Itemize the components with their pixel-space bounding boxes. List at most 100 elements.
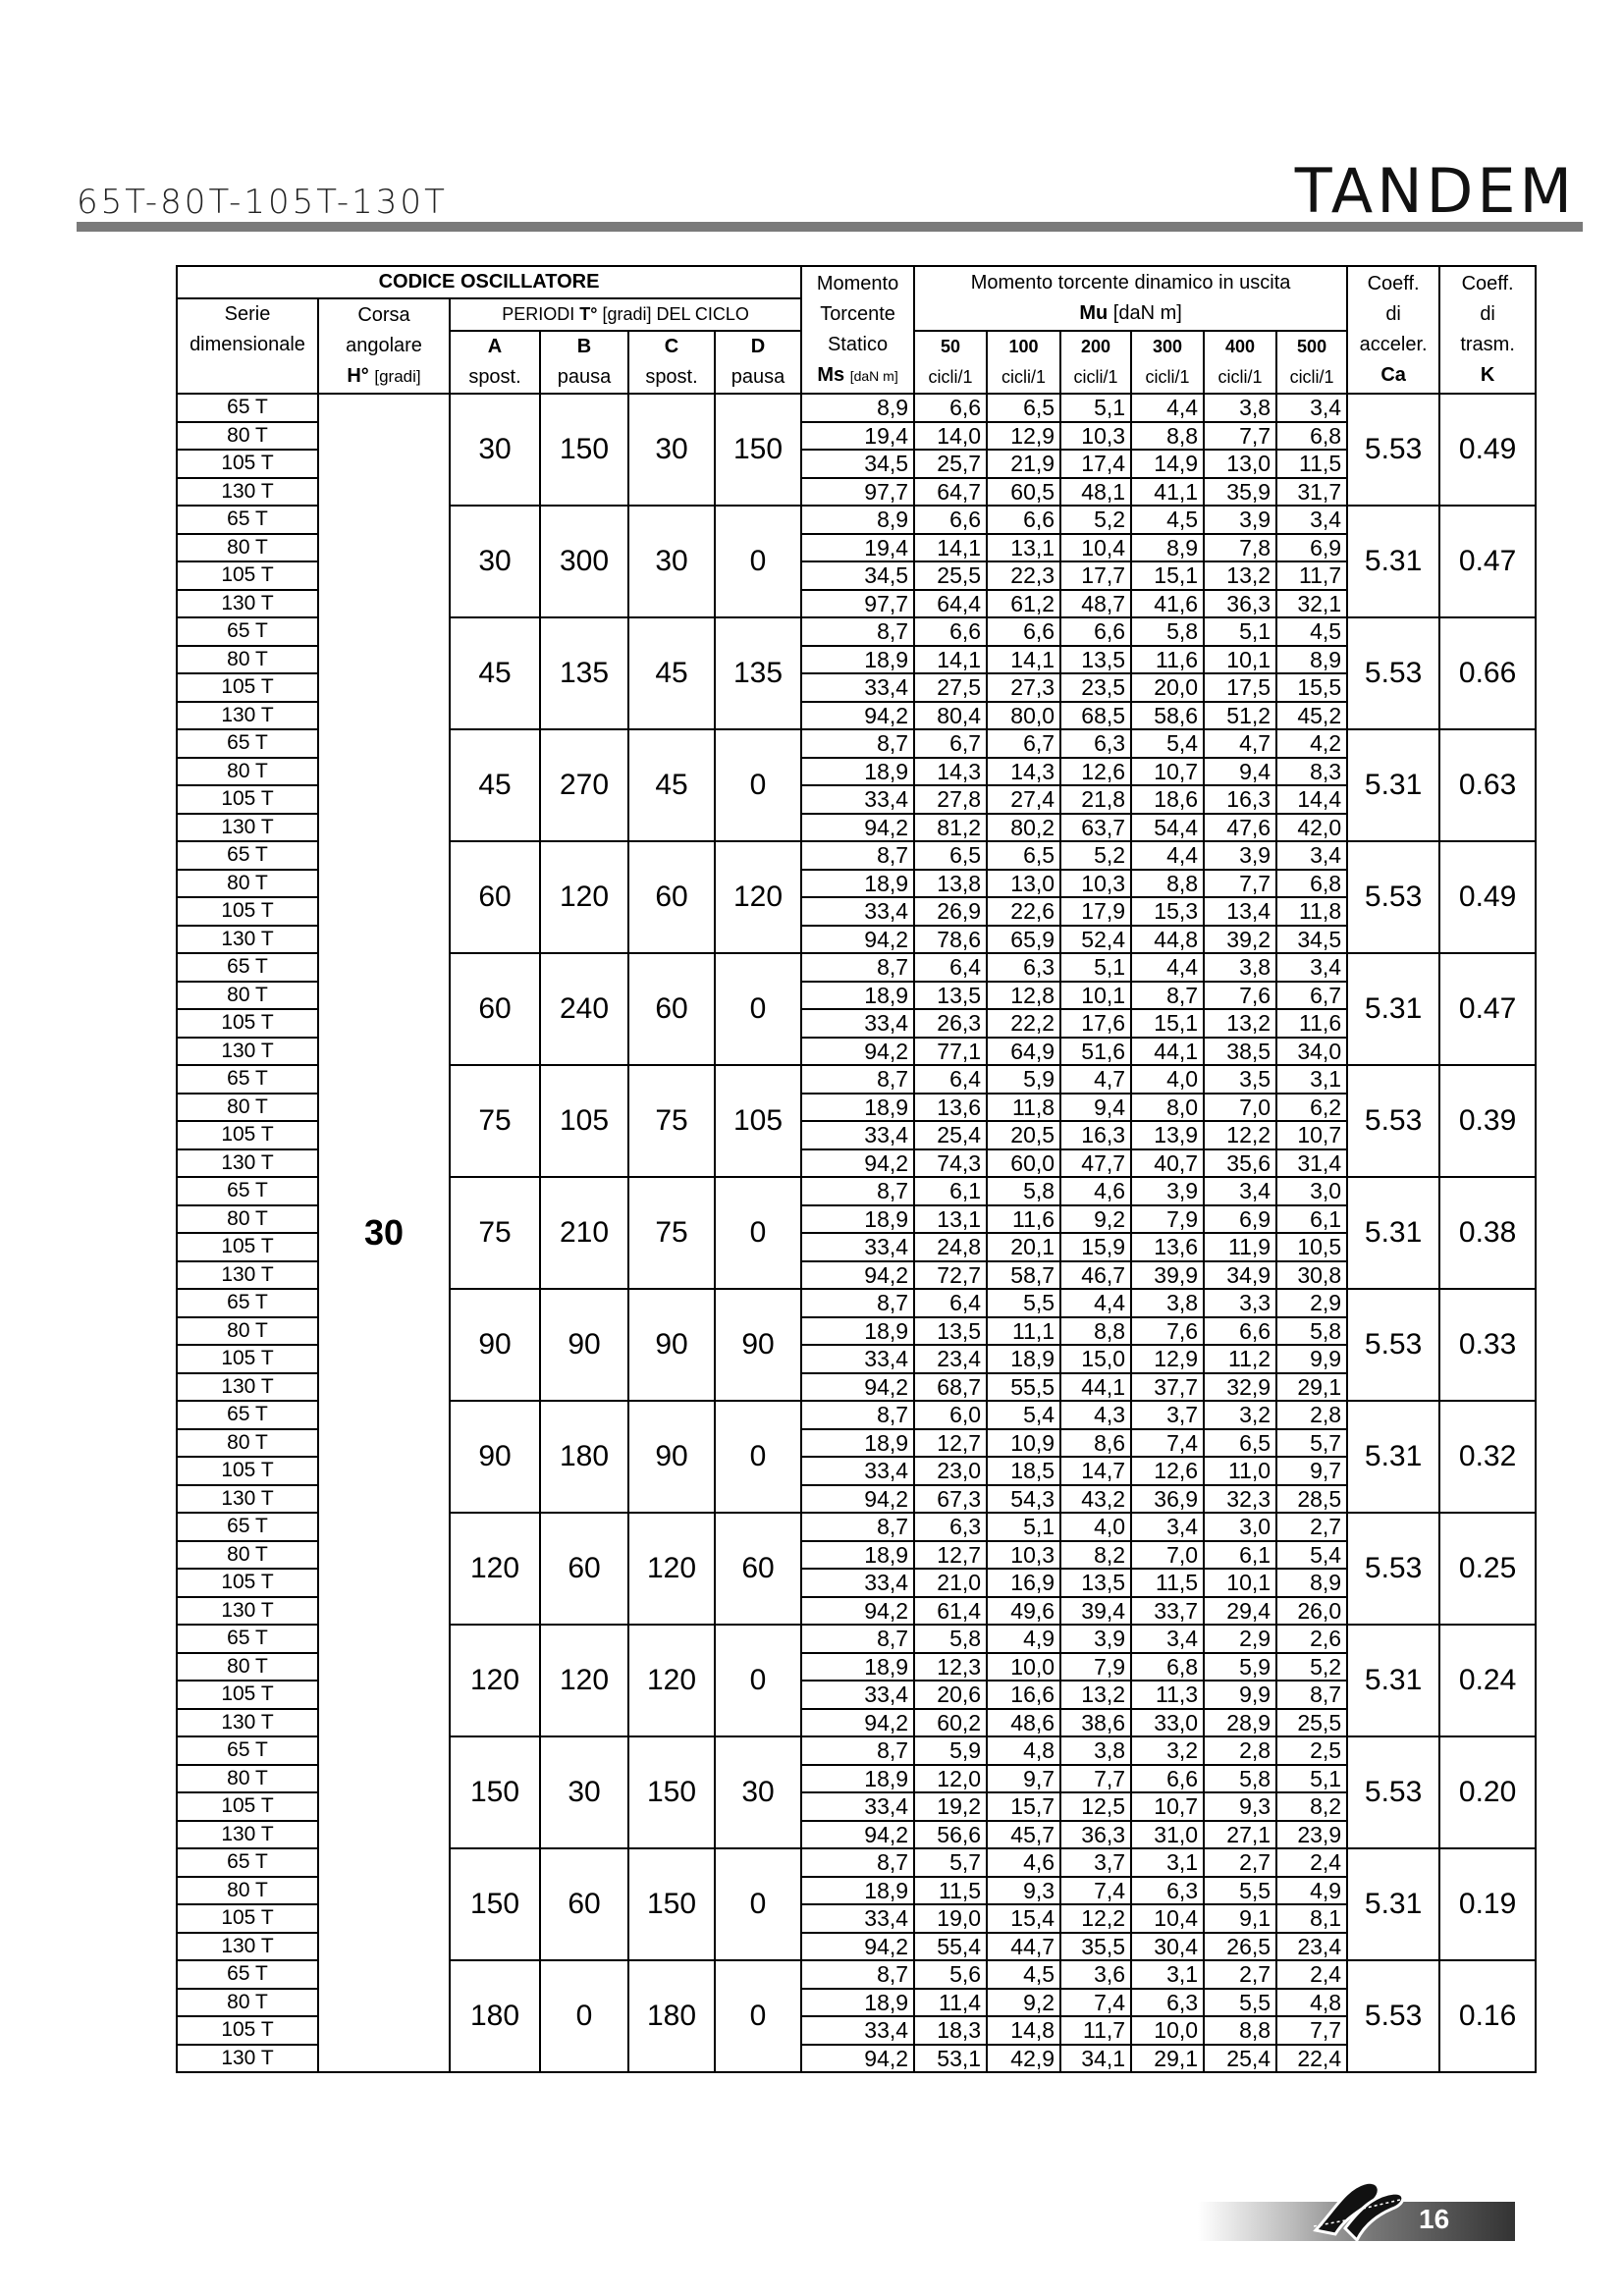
mu-value: 7,4 xyxy=(1059,1875,1133,1905)
mu-value: 23,9 xyxy=(1275,1819,1349,1849)
mu-value: 8,8 xyxy=(1130,420,1206,451)
ca-value: 5.53 xyxy=(1346,1959,1441,2073)
series-cell: 130 T xyxy=(176,924,319,954)
mu-value: 54,4 xyxy=(1130,812,1206,842)
series-cell: 105 T xyxy=(176,449,319,479)
mu-value: 4,9 xyxy=(1275,1875,1349,1905)
ms-value: 18,9 xyxy=(800,756,916,786)
mu-value: 5,5 xyxy=(986,1288,1062,1318)
mu-value: 7,7 xyxy=(1203,420,1278,451)
series-cell: 80 T xyxy=(176,1539,319,1570)
mu-value: 8,2 xyxy=(1059,1539,1133,1570)
mu-value: 35,6 xyxy=(1203,1148,1278,1178)
mu-value: 19,0 xyxy=(913,1903,989,1934)
series-cell: 65 T xyxy=(176,952,319,983)
phase-d-value: 60 xyxy=(713,1512,803,1626)
mu-value: 10,4 xyxy=(1130,1903,1206,1934)
mu-value: 6,3 xyxy=(913,1512,989,1542)
mu-value: 10,1 xyxy=(1059,980,1133,1010)
mu-value: 6,2 xyxy=(1275,1092,1349,1122)
header-line: Ms [daN m] xyxy=(803,360,912,392)
ca-value: 5.31 xyxy=(1346,1176,1441,1290)
mu-value: 11,6 xyxy=(1275,1008,1349,1039)
mu-value: 13,5 xyxy=(913,1315,989,1346)
mu-value: 17,5 xyxy=(1203,672,1278,703)
mu-value: 16,9 xyxy=(986,1568,1062,1598)
table-row: 80 T 18,9 12,0 9,7 7,7 6,6 5,8 5,1 xyxy=(176,1763,1536,1793)
ms-value: 94,2 xyxy=(800,700,916,730)
ms-value: 94,2 xyxy=(800,1259,916,1290)
mu-value: 25,4 xyxy=(913,1120,989,1150)
mu-value: 29,4 xyxy=(1203,1595,1278,1626)
ms-value: 97,7 xyxy=(800,476,916,507)
mu-value: 4,5 xyxy=(1130,505,1206,535)
mu-value: 11,2 xyxy=(1203,1344,1278,1374)
mu-value: 29,1 xyxy=(1130,2043,1206,2073)
mu-value: 4,4 xyxy=(1130,393,1206,423)
phase-type: spost. xyxy=(645,366,698,388)
phase-a-value: 150 xyxy=(449,1847,541,1961)
series-cell: 80 T xyxy=(176,1092,319,1122)
mu-value: 2,4 xyxy=(1275,1959,1349,1990)
k-value: 0.63 xyxy=(1438,728,1538,842)
header-line: Ca xyxy=(1380,364,1406,386)
mu-value: 11,4 xyxy=(913,1987,989,2017)
ms-value: 33,4 xyxy=(800,1680,916,1710)
mu-value: 30,8 xyxy=(1275,1259,1349,1290)
phase-b-value: 120 xyxy=(539,1624,629,1737)
mu-value: 8,3 xyxy=(1275,756,1349,786)
series-cell: 105 T xyxy=(176,1568,319,1598)
mu-value: 49,6 xyxy=(986,1595,1062,1626)
phase-d-value: 0 xyxy=(713,1959,803,2073)
table-row: 130 T 94,2 67,3 54,3 43,2 36,9 32,3 28,5 xyxy=(176,1483,1536,1514)
mu-value: 39,9 xyxy=(1130,1259,1206,1290)
table-row: 80 T 18,9 13,8 13,0 10,3 8,8 7,7 6,8 xyxy=(176,868,1536,898)
ms-value: 97,7 xyxy=(800,588,916,618)
ms-value: 33,4 xyxy=(800,2015,916,2046)
mu-value: 4,5 xyxy=(1275,616,1349,647)
mu-value: 15,1 xyxy=(1130,561,1206,591)
mu-value: 33,0 xyxy=(1130,1707,1206,1737)
series-cell: 65 T xyxy=(176,1735,319,1766)
mu-value: 27,5 xyxy=(913,672,989,703)
table-row: 65 T 45 135 45 135 8,7 6,6 6,6 6,6 5,8 5,1 4,5 5.53 0… xyxy=(176,616,1538,730)
phase-d-value: 0 xyxy=(713,1176,803,1290)
series-cell: 105 T xyxy=(176,2015,319,2046)
ms-value: 18,9 xyxy=(800,1203,916,1234)
mu-value: 38,5 xyxy=(1203,1036,1278,1066)
phase-d-value: 135 xyxy=(713,616,803,730)
mu-value: 5,8 xyxy=(1130,616,1206,647)
mu-value: 4,7 xyxy=(1203,728,1278,759)
mu-value: 64,4 xyxy=(913,588,989,618)
mu-value: 3,0 xyxy=(1275,1176,1349,1206)
series-cell: 130 T xyxy=(176,1259,319,1290)
series-cell: 130 T xyxy=(176,1819,319,1849)
phase-c-value: 45 xyxy=(627,728,716,842)
mu-value: 5,4 xyxy=(1275,1539,1349,1570)
k-header: Coeff. di trasm. K xyxy=(1438,265,1538,395)
series-cell: 80 T xyxy=(176,1203,319,1234)
mu-value: 32,3 xyxy=(1203,1483,1278,1514)
phase-c-value: 180 xyxy=(627,1959,716,2073)
mu-value: 4,8 xyxy=(986,1735,1062,1766)
ms-value: 8,7 xyxy=(800,1288,916,1318)
mu-value: 5,1 xyxy=(1275,1763,1349,1793)
mu-value: 44,7 xyxy=(986,1931,1062,1961)
mu-value: 13,5 xyxy=(1059,644,1133,674)
mu-value: 25,5 xyxy=(1275,1707,1349,1737)
ms-value: 8,7 xyxy=(800,1735,916,1766)
mu-value: 4,5 xyxy=(986,1959,1062,1990)
series-cell: 130 T xyxy=(176,1931,319,1961)
cycles-unit: cicli/1 xyxy=(1289,367,1334,387)
mu-value: 11,5 xyxy=(1130,1568,1206,1598)
mu-value: 6,7 xyxy=(1275,980,1349,1010)
table-row: 65 T 45 270 45 0 8,7 6,7 6,7 6,3 5,4 4,7 4,2 5.31 0.6… xyxy=(176,728,1538,842)
mu-value: 33,7 xyxy=(1130,1595,1206,1626)
ms-value: 18,9 xyxy=(800,644,916,674)
table-row: 130 T 94,2 55,4 44,7 35,5 30,4 26,5 23,4 xyxy=(176,1931,1536,1961)
ms-value: 94,2 xyxy=(800,1036,916,1066)
k-value: 0.33 xyxy=(1438,1288,1538,1402)
mu-value: 55,5 xyxy=(986,1371,1062,1402)
mu-value: 10,7 xyxy=(1130,1791,1206,1822)
phase-d-value: 0 xyxy=(713,505,803,618)
